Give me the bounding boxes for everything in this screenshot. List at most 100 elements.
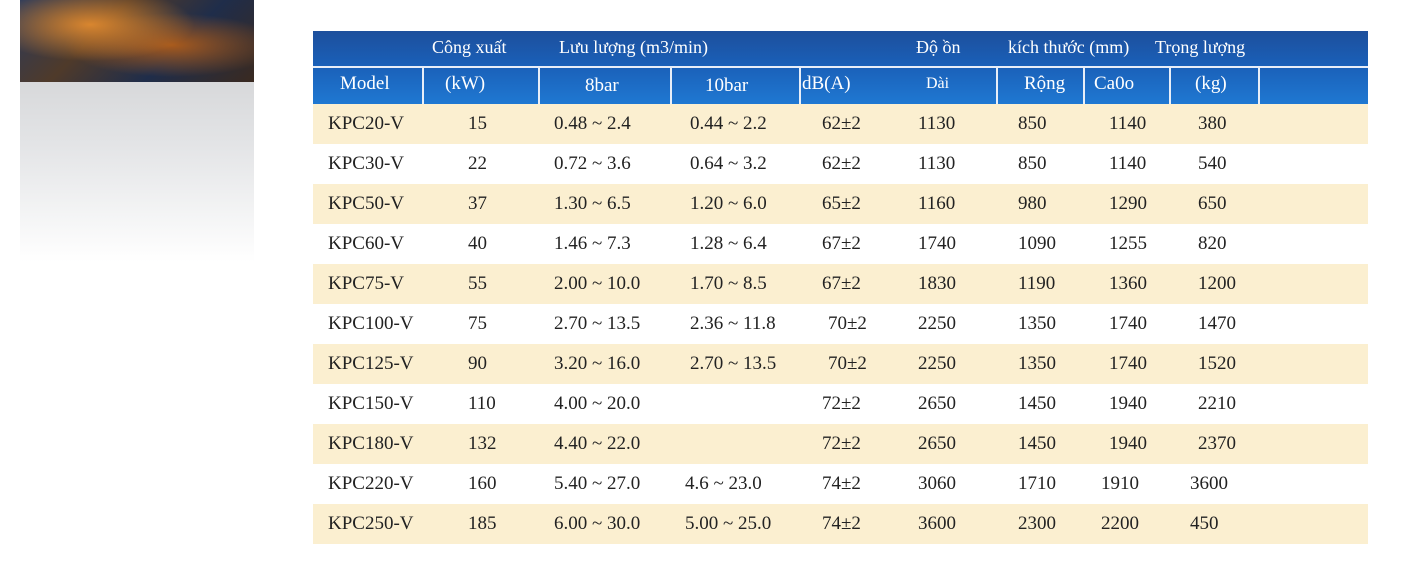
cell-power: 55 bbox=[468, 273, 487, 294]
cell-model: KPC125-V bbox=[328, 353, 414, 374]
table-row: KPC75-V 55 2.00 ~ 10.0 1.70 ~ 8.5 67±2 1830 11… bbox=[313, 264, 1368, 304]
cell-noise: 72±2 bbox=[822, 433, 861, 454]
header-noise: Độ ồn bbox=[916, 37, 961, 57]
table-row: KPC220-V 160 5.40 ~ 27.0 4.6 ~ 23.0 74±2 3060… bbox=[313, 464, 1368, 504]
cell-flow-10bar: 2.70 ~ 13.5 bbox=[690, 353, 777, 374]
cell-model: KPC250-V bbox=[328, 513, 414, 534]
product-photo bbox=[20, 0, 254, 262]
column-divider bbox=[799, 68, 801, 104]
cell-weight: 380 bbox=[1198, 113, 1227, 134]
cell-length: 1740 bbox=[918, 233, 956, 254]
header-model: Model bbox=[340, 73, 390, 94]
cell-weight: 2370 bbox=[1198, 433, 1236, 454]
cell-flow-8bar: 4.00 ~ 20.0 bbox=[554, 393, 641, 414]
cell-flow-8bar: 1.46 ~ 7.3 bbox=[554, 233, 631, 254]
cell-width: 2300 bbox=[1018, 513, 1056, 534]
header-length: Dài bbox=[926, 75, 950, 92]
cell-width: 1710 bbox=[1018, 473, 1056, 494]
column-divider bbox=[1169, 68, 1171, 104]
cell-noise: 70±2 bbox=[828, 353, 867, 374]
cell-height: 1140 bbox=[1109, 113, 1147, 134]
cell-flow-10bar: 0.44 ~ 2.2 bbox=[690, 113, 767, 134]
cell-length: 1130 bbox=[918, 153, 956, 174]
cell-weight: 3600 bbox=[1190, 473, 1228, 494]
cell-model: KPC150-V bbox=[328, 393, 414, 414]
cell-height: 1255 bbox=[1109, 233, 1147, 254]
cell-flow-10bar: 1.20 ~ 6.0 bbox=[690, 193, 767, 214]
cell-noise: 67±2 bbox=[822, 273, 861, 294]
cell-noise: 62±2 bbox=[822, 113, 861, 134]
cell-height: 1910 bbox=[1101, 473, 1139, 494]
cell-weight: 2210 bbox=[1198, 393, 1236, 414]
cell-height: 1740 bbox=[1109, 353, 1147, 374]
cell-power: 37 bbox=[468, 193, 487, 214]
cell-noise: 74±2 bbox=[822, 513, 861, 534]
table-row: KPC100-V 75 2.70 ~ 13.5 2.36 ~ 11.8 70±2 2250… bbox=[313, 304, 1368, 344]
cell-flow-10bar: 4.6 ~ 23.0 bbox=[685, 473, 762, 494]
header-flow-8bar: 8bar bbox=[585, 75, 619, 96]
cell-noise: 62±2 bbox=[822, 153, 861, 174]
cell-length: 2650 bbox=[918, 393, 956, 414]
cell-power: 160 bbox=[468, 473, 497, 494]
cell-flow-10bar: 2.36 ~ 11.8 bbox=[690, 313, 776, 334]
cell-model: KPC30-V bbox=[328, 153, 405, 174]
cell-height: 1360 bbox=[1109, 273, 1147, 294]
header-dimensions: kích thước (mm) bbox=[1008, 37, 1130, 57]
cell-flow-10bar: 1.28 ~ 6.4 bbox=[690, 233, 767, 254]
cell-noise: 67±2 bbox=[822, 233, 861, 254]
column-divider bbox=[538, 68, 540, 104]
cell-power: 75 bbox=[468, 313, 487, 334]
cell-flow-8bar: 2.00 ~ 10.0 bbox=[554, 273, 641, 294]
cell-model: KPC75-V bbox=[328, 273, 405, 294]
cell-model: KPC220-V bbox=[328, 473, 414, 494]
cell-length: 3600 bbox=[918, 513, 956, 534]
column-divider bbox=[996, 68, 998, 104]
cell-noise: 65±2 bbox=[822, 193, 861, 214]
cell-flow-10bar: 0.64 ~ 3.2 bbox=[690, 153, 767, 174]
cell-power: 90 bbox=[468, 353, 487, 374]
table-body: KPC20-V 15 0.48 ~ 2.4 0.44 ~ 2.2 62±2 1130 850… bbox=[313, 104, 1368, 544]
cell-flow-8bar: 0.48 ~ 2.4 bbox=[554, 113, 631, 134]
cell-flow-8bar: 0.72 ~ 3.6 bbox=[554, 153, 631, 174]
cell-length: 1160 bbox=[918, 193, 956, 214]
cell-height: 1290 bbox=[1109, 193, 1147, 214]
header-width: Rộng bbox=[1024, 73, 1066, 94]
cell-noise: 72±2 bbox=[822, 393, 861, 414]
header-flow: Lưu lượng (m3/min) bbox=[559, 37, 709, 57]
cell-length: 1130 bbox=[918, 113, 956, 134]
cell-length: 2650 bbox=[918, 433, 956, 454]
table-row: KPC180-V 132 4.40 ~ 22.0 72±2 2650 1450 1940 23… bbox=[313, 424, 1368, 464]
cell-length: 1830 bbox=[918, 273, 956, 294]
cell-power: 40 bbox=[468, 233, 487, 254]
header-power: Công xuất bbox=[432, 37, 507, 57]
table-header: Công xuất Lưu lượng (m3/min) Độ ồn kích … bbox=[313, 31, 1368, 104]
cell-model: KPC180-V bbox=[328, 433, 414, 454]
cell-flow-8bar: 6.00 ~ 30.0 bbox=[554, 513, 641, 534]
cell-width: 980 bbox=[1018, 193, 1047, 214]
header-height: Ca0o bbox=[1094, 73, 1135, 94]
column-divider bbox=[1258, 68, 1260, 104]
header-weight: Trọng lượng bbox=[1155, 37, 1246, 57]
table-row: KPC60-V 40 1.46 ~ 7.3 1.28 ~ 6.4 67±2 1740 109… bbox=[313, 224, 1368, 264]
cell-model: KPC50-V bbox=[328, 193, 405, 214]
column-divider bbox=[422, 68, 424, 104]
header-noise-unit: dB(A) bbox=[802, 73, 851, 94]
cell-width: 850 bbox=[1018, 113, 1047, 134]
cell-width: 1190 bbox=[1018, 273, 1056, 294]
header-weight-unit: (kg) bbox=[1195, 73, 1227, 94]
cell-height: 1940 bbox=[1109, 393, 1147, 414]
cell-weight: 540 bbox=[1198, 153, 1227, 174]
cell-flow-8bar: 3.20 ~ 16.0 bbox=[554, 353, 641, 374]
cell-weight: 1200 bbox=[1198, 273, 1236, 294]
header-power-unit: (kW) bbox=[445, 73, 486, 94]
header-flow-10bar: 10bar bbox=[705, 75, 749, 96]
table-row: KPC30-V 22 0.72 ~ 3.6 0.64 ~ 3.2 62±2 1130 850… bbox=[313, 144, 1368, 184]
cell-power: 132 bbox=[468, 433, 497, 454]
cell-model: KPC20-V bbox=[328, 113, 405, 134]
cell-width: 850 bbox=[1018, 153, 1047, 174]
cell-power: 22 bbox=[468, 153, 487, 174]
cell-flow-8bar: 4.40 ~ 22.0 bbox=[554, 433, 641, 454]
cell-power: 110 bbox=[468, 393, 496, 414]
table-row: KPC125-V 90 3.20 ~ 16.0 2.70 ~ 13.5 70±2 2250… bbox=[313, 344, 1368, 384]
table-row: KPC20-V 15 0.48 ~ 2.4 0.44 ~ 2.2 62±2 1130 850… bbox=[313, 104, 1368, 144]
